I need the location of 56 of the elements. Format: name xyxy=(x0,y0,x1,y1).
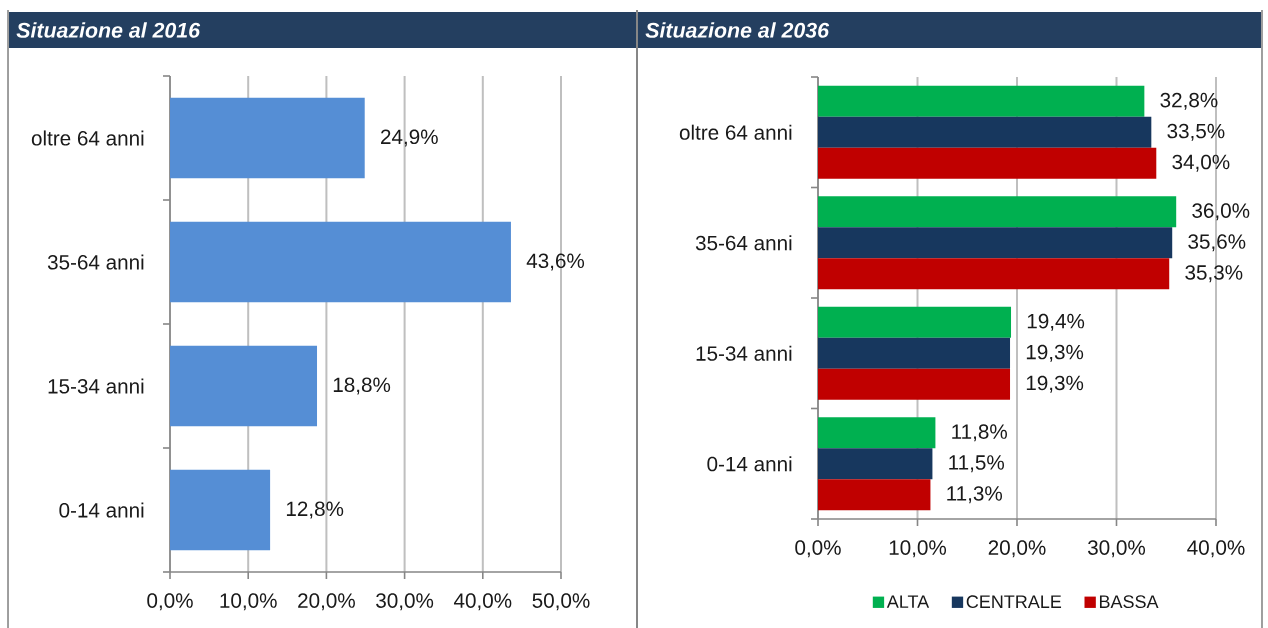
x-tick-label: 30,0% xyxy=(1087,540,1146,558)
x-tick-label: 40,0% xyxy=(1187,540,1245,558)
data-label: 43,6% xyxy=(526,253,585,271)
data-label: 19,3% xyxy=(1026,375,1084,393)
y-tick-label: 35-64 anni xyxy=(47,254,144,270)
x-tick-label: 50,0% xyxy=(532,593,590,611)
y-tick-label: oltre 64 anni xyxy=(31,130,144,146)
data-label: 19,4% xyxy=(1027,313,1085,331)
data-label: 18,8% xyxy=(333,377,391,395)
y-tick-label: oltre 64 anni xyxy=(679,124,792,140)
data-label: 35,6% xyxy=(1188,234,1246,252)
bar xyxy=(818,306,1012,338)
x-tick-label: 40,0% xyxy=(453,593,512,611)
x-tick-label: 30,0% xyxy=(376,593,434,611)
chart-title: Situazione al 2036 xyxy=(645,22,830,38)
x-tick-label: 10,0% xyxy=(889,540,947,558)
bar xyxy=(170,221,511,303)
data-label: 33,5% xyxy=(1167,123,1225,141)
data-label: 19,3% xyxy=(1026,344,1084,362)
legend-label: CENTRALE xyxy=(966,595,1062,609)
bar xyxy=(818,448,933,480)
legend-label: ALTA xyxy=(886,595,930,608)
x-tick-label: 0,0% xyxy=(147,593,193,611)
bar xyxy=(818,147,1157,179)
bar xyxy=(818,85,1145,117)
y-tick-label: 15-34 anni xyxy=(48,378,144,394)
data-label: 34,0% xyxy=(1172,154,1230,172)
bar xyxy=(818,227,1173,259)
bar xyxy=(170,345,318,427)
data-label: 11,3% xyxy=(947,486,1003,504)
bar xyxy=(818,417,936,449)
bar xyxy=(818,258,1170,290)
bar xyxy=(170,97,365,179)
bar xyxy=(818,479,931,511)
legend-label: BASSA xyxy=(1099,595,1159,609)
y-tick-label: 15-34 anni xyxy=(696,345,792,361)
chart-title: Situazione al 2016 xyxy=(16,22,201,38)
data-label: 35,3% xyxy=(1185,265,1243,283)
data-label: 11,8% xyxy=(952,424,1007,442)
data-label: 36,0% xyxy=(1192,203,1250,221)
x-tick-label: 20,0% xyxy=(298,593,355,611)
y-tick-label: 0-14 anni xyxy=(707,456,792,472)
x-tick-label: 0,0% xyxy=(795,540,841,558)
data-label: 32,8% xyxy=(1160,92,1218,110)
bar xyxy=(818,368,1011,400)
data-label: 12,8% xyxy=(286,501,344,519)
bar xyxy=(170,469,271,551)
x-tick-label: 20,0% xyxy=(988,540,1046,558)
bar xyxy=(818,337,1011,369)
x-tick-label: 10,0% xyxy=(220,593,277,611)
data-label: 11,5% xyxy=(949,455,1005,473)
y-tick-label: 0-14 anni xyxy=(59,502,144,518)
bar xyxy=(818,116,1152,148)
bar xyxy=(818,196,1177,228)
data-label: 24,9% xyxy=(381,129,438,147)
y-tick-label: 35-64 anni xyxy=(695,235,792,251)
